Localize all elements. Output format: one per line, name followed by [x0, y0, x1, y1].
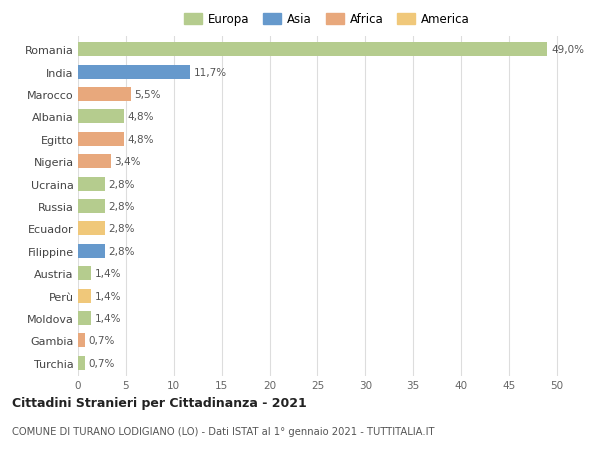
Text: 2,8%: 2,8%	[109, 246, 135, 256]
Text: 1,4%: 1,4%	[95, 313, 122, 323]
Bar	[78, 356, 85, 370]
Text: 2,8%: 2,8%	[109, 179, 135, 189]
Bar	[78, 43, 547, 57]
Text: 2,8%: 2,8%	[109, 224, 135, 234]
Bar	[78, 222, 105, 236]
Bar	[78, 155, 110, 169]
Text: 11,7%: 11,7%	[194, 67, 227, 78]
Bar	[78, 177, 105, 191]
Bar	[78, 66, 190, 79]
Bar	[78, 289, 91, 303]
Text: 1,4%: 1,4%	[95, 291, 122, 301]
Text: 0,7%: 0,7%	[89, 336, 115, 346]
Text: Cittadini Stranieri per Cittadinanza - 2021: Cittadini Stranieri per Cittadinanza - 2…	[12, 396, 307, 409]
Bar	[78, 110, 124, 124]
Text: 3,4%: 3,4%	[115, 157, 141, 167]
Text: 1,4%: 1,4%	[95, 269, 122, 279]
Bar	[78, 133, 124, 146]
Text: COMUNE DI TURANO LODIGIANO (LO) - Dati ISTAT al 1° gennaio 2021 - TUTTITALIA.IT: COMUNE DI TURANO LODIGIANO (LO) - Dati I…	[12, 426, 434, 436]
Bar	[78, 267, 91, 280]
Bar	[78, 88, 131, 102]
Legend: Europa, Asia, Africa, America: Europa, Asia, Africa, America	[179, 9, 475, 31]
Text: 49,0%: 49,0%	[551, 45, 584, 55]
Text: 2,8%: 2,8%	[109, 202, 135, 212]
Bar	[78, 244, 105, 258]
Bar	[78, 311, 91, 325]
Bar	[78, 200, 105, 213]
Text: 0,7%: 0,7%	[89, 358, 115, 368]
Text: 4,8%: 4,8%	[128, 134, 154, 145]
Text: 5,5%: 5,5%	[134, 90, 161, 100]
Bar	[78, 334, 85, 347]
Text: 4,8%: 4,8%	[128, 112, 154, 122]
